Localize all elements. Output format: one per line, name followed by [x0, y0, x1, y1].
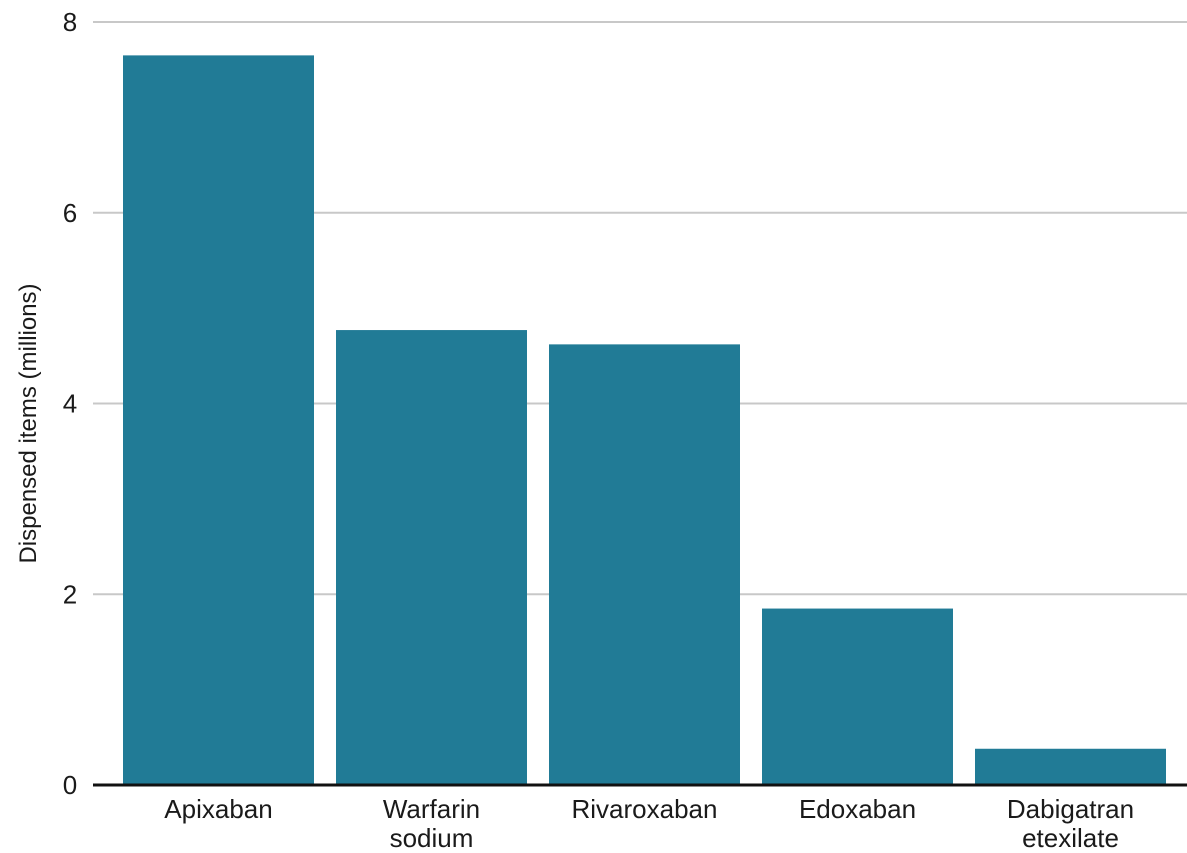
bar	[123, 55, 314, 786]
bars	[123, 55, 1166, 786]
bar	[549, 344, 740, 785]
x-tick-label: Edoxaban	[799, 794, 916, 824]
y-tick-label: 6	[63, 198, 77, 228]
y-axis-title: Dispensed items (millions)	[15, 283, 42, 563]
x-tick-labels: Apixaban Warfarin sodium Rivaroxaban Edoxaba…	[164, 794, 1134, 853]
x-tick-label: Rivaroxaban	[572, 794, 718, 824]
y-tick-label: 2	[63, 579, 77, 609]
bar	[336, 330, 527, 785]
x-tick-label-line: Edoxaban	[799, 794, 916, 824]
x-tick-label: Warfarin sodium	[383, 794, 480, 853]
x-tick-label-line: Rivaroxaban	[572, 794, 718, 824]
x-tick-label: Dabigatran etexilate	[1007, 794, 1134, 853]
y-tick-label: 4	[63, 389, 77, 419]
x-tick-label-line: etexilate	[1022, 823, 1119, 853]
x-tick-label: Apixaban	[164, 794, 272, 824]
y-tick-label: 0	[63, 770, 77, 800]
y-tick-label: 8	[63, 7, 77, 37]
y-tick-labels: 0 2 4 6 8	[63, 7, 77, 800]
x-tick-label-line: Warfarin	[383, 794, 480, 824]
x-tick-label-line: sodium	[390, 823, 474, 853]
bar	[975, 748, 1166, 785]
bar	[762, 608, 953, 785]
x-tick-label-line: Dabigatran	[1007, 794, 1134, 824]
x-tick-label-line: Apixaban	[164, 794, 272, 824]
